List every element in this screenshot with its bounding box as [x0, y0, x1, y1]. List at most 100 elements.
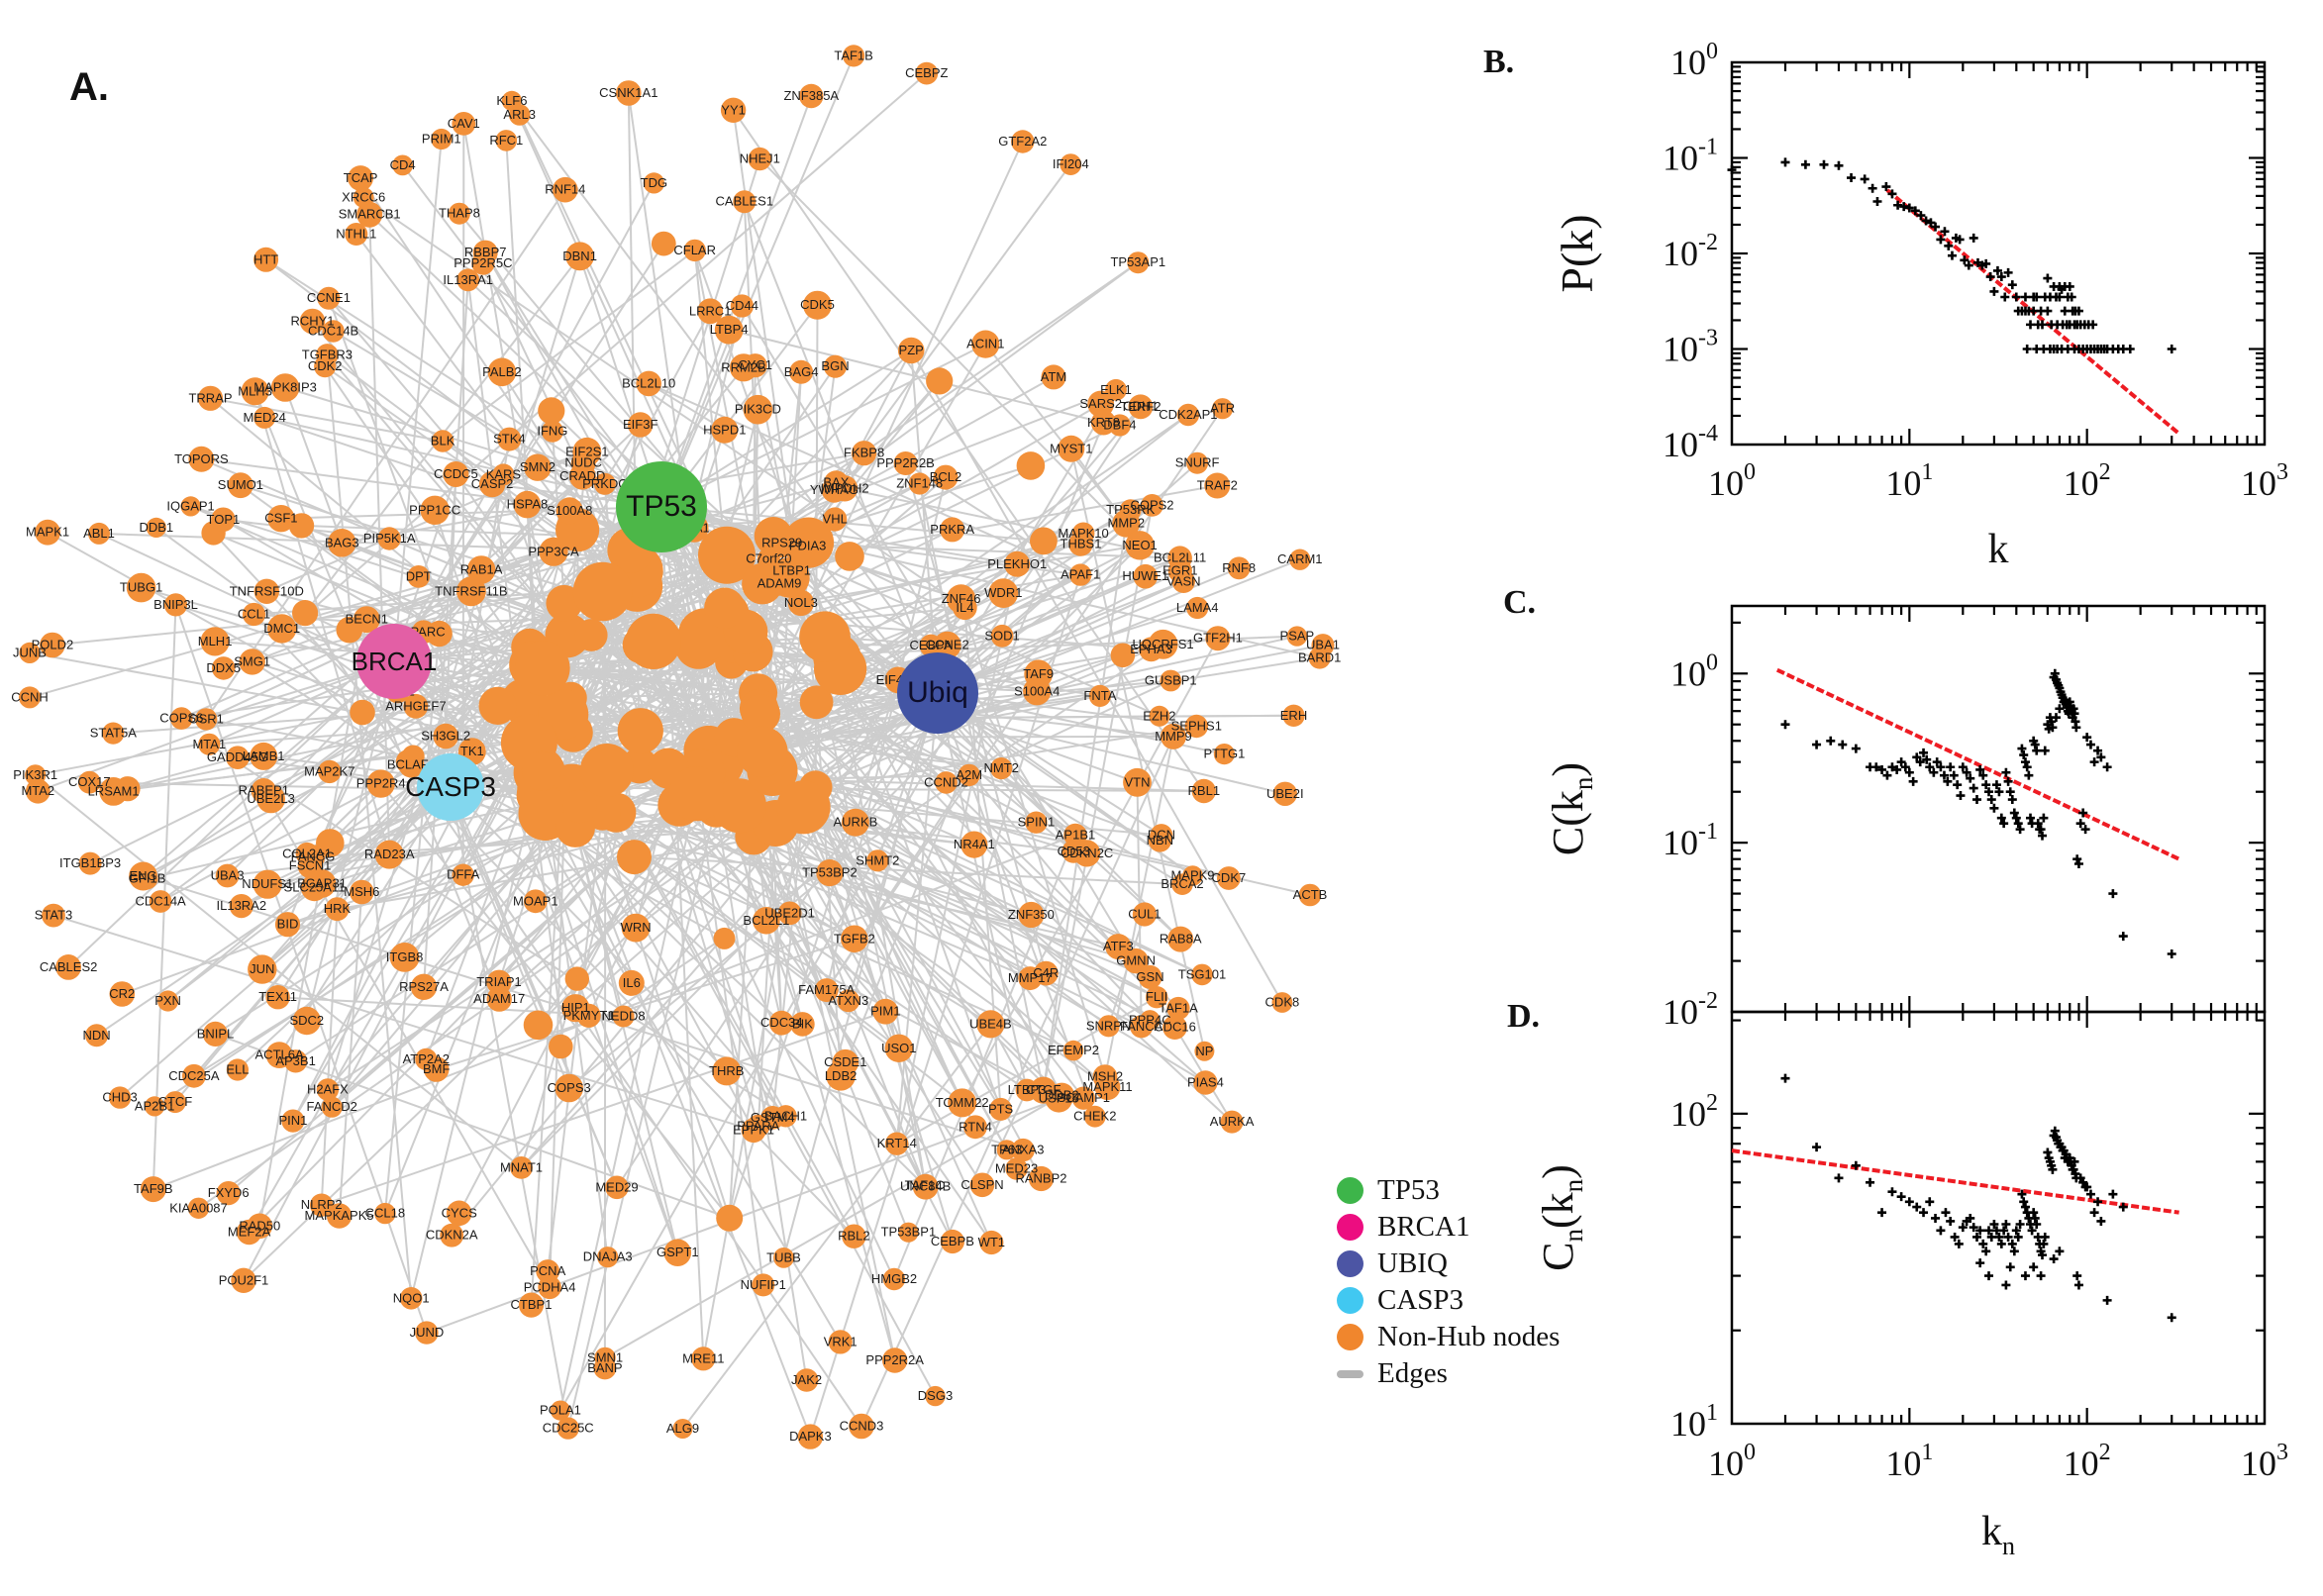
node-label: IMPDH2 — [820, 480, 868, 495]
node-label: CARM1 — [1277, 551, 1323, 566]
network-node — [1004, 550, 1031, 577]
network-node — [197, 385, 224, 411]
network-node — [188, 446, 215, 472]
node-label: NEDD8 — [602, 1009, 646, 1024]
node-label: MED23 — [995, 1161, 1038, 1176]
scatter-point — [2080, 825, 2090, 835]
scatter-point — [2043, 306, 2053, 316]
network-node — [1176, 403, 1200, 427]
network-node — [478, 686, 517, 726]
node-label: TAF1B — [834, 48, 873, 62]
node-label: ARHGEF7 — [385, 698, 446, 713]
node-label: A2M — [956, 767, 982, 782]
network-edge — [147, 602, 565, 880]
network-node — [443, 461, 469, 487]
network-node — [1212, 398, 1234, 420]
x-axis-label-B: k — [1988, 527, 2009, 572]
scatter-point — [1826, 736, 1836, 746]
network-node — [456, 268, 480, 292]
node-label: RPS29 — [761, 536, 802, 550]
network-node — [550, 1400, 571, 1421]
node-label: PCDHA4 — [524, 1279, 576, 1294]
node-label: LAMA4 — [1176, 600, 1219, 615]
node-label: POLA1 — [540, 1403, 581, 1418]
network-edge — [1069, 448, 1128, 525]
node-label: PLEKHO1 — [987, 556, 1047, 571]
node-label: NQO1 — [393, 1290, 430, 1305]
node-label: CDK8 — [1265, 995, 1300, 1010]
network-node — [336, 616, 363, 644]
network-node — [1271, 992, 1293, 1013]
network-node — [893, 451, 918, 475]
network-node — [274, 912, 301, 938]
node-label: JUNB — [13, 645, 47, 659]
network-edge — [728, 612, 1183, 886]
scatter-point — [1904, 1197, 1914, 1207]
node-label: ATR — [1210, 401, 1235, 416]
plot-frame-B — [1730, 60, 2267, 447]
scatter-point — [2005, 1262, 2015, 1272]
node-label: EIF2S1 — [565, 444, 608, 458]
network-node — [1141, 494, 1163, 517]
node-label: CABLES2 — [40, 959, 98, 974]
network-node — [753, 907, 780, 935]
scatter-point — [1899, 202, 1909, 212]
network-node — [663, 1239, 692, 1266]
network-node — [163, 593, 188, 617]
node-label: COX17 — [68, 774, 111, 789]
network-node — [562, 789, 597, 824]
network-node — [267, 614, 297, 644]
network-edge — [558, 793, 698, 1411]
scatter-point — [2125, 345, 2135, 353]
node-label: CAV1 — [448, 116, 480, 131]
node-label: PIK3CD — [735, 402, 781, 417]
network-node — [948, 1088, 977, 1118]
node-label: CCNH — [11, 689, 49, 704]
scatter-point — [2073, 1280, 2083, 1290]
network-node — [720, 97, 747, 124]
network-node — [713, 927, 736, 949]
node-label: SMN2 — [520, 459, 556, 474]
network-node — [211, 656, 236, 680]
network-node — [741, 694, 780, 734]
network-node — [316, 1078, 340, 1101]
network-node — [524, 453, 552, 481]
network-node — [317, 286, 341, 310]
network-node — [616, 80, 642, 106]
node-label: CR2 — [109, 986, 135, 1001]
node-label: IL6 — [623, 975, 641, 990]
scatter-point — [1780, 720, 1790, 730]
network-node — [523, 889, 548, 914]
network-node — [19, 686, 41, 709]
network-edge — [604, 593, 983, 1186]
node-label: UBE2L3 — [247, 791, 294, 806]
node-label: CFLAR — [673, 243, 716, 257]
node-label: PPP2R2A — [865, 1352, 924, 1367]
node-label: PIP5K1A — [363, 531, 416, 546]
legend-item-casp3: CASP3 — [1337, 1282, 1560, 1319]
axis-tick-label: 103 — [2241, 459, 2288, 503]
network-node — [448, 202, 470, 225]
node-label: PIK3R1 — [13, 767, 57, 782]
network-node — [115, 776, 141, 802]
network-edge — [326, 354, 413, 1299]
network-edge — [471, 261, 1139, 752]
network-node — [522, 750, 561, 791]
network-node — [140, 1176, 166, 1203]
node-label: CD4 — [390, 157, 416, 172]
network-node — [281, 1109, 305, 1133]
network-node — [270, 373, 300, 402]
node-label: PRIM1 — [422, 132, 461, 147]
node-label: MSH6 — [344, 884, 379, 899]
network-edge — [648, 382, 1081, 576]
node-label: SMG1 — [234, 653, 270, 668]
node-label: PKMYT1 — [563, 1008, 615, 1023]
network-node — [518, 1292, 545, 1318]
network-node — [1062, 1040, 1084, 1061]
node-label: FANCD2 — [307, 1099, 357, 1114]
node-label: TOPORS — [174, 451, 229, 466]
node-label: BID — [277, 917, 299, 932]
network-node — [283, 1049, 308, 1073]
node-label: MAP2K7 — [304, 763, 354, 778]
node-label: STAT5A — [90, 726, 138, 741]
